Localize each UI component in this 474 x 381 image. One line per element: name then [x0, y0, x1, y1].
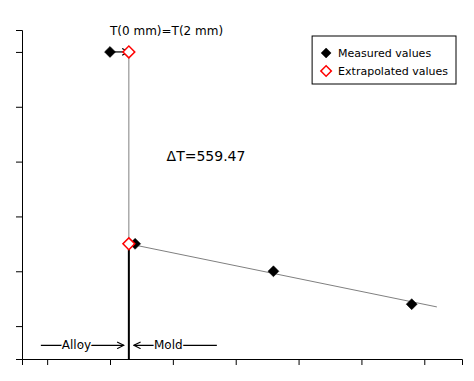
tick: [173, 359, 174, 365]
annotation: Alloy: [62, 338, 91, 352]
legend: Measured values Extrapolated values: [312, 36, 456, 84]
legend-item: Measured values: [321, 47, 431, 60]
point: [123, 46, 135, 58]
tick-mark: [16, 52, 22, 53]
axis-line: [23, 360, 463, 366]
annotation: ΔT=559.47: [167, 148, 246, 164]
chart: ΔT=559.47 T(0 mm)=T(2 mm) Alloy Mold Measure…: [0, 0, 474, 381]
tick-mark: [173, 359, 174, 365]
tick: [236, 359, 237, 365]
point: [123, 238, 135, 250]
tick-mark: [16, 326, 22, 327]
annotations: ΔT=559.47 T(0 mm)=T(2 mm) Alloy Mold: [62, 24, 246, 353]
y-axis: [16, 31, 23, 360]
plot: ΔT=559.47 T(0 mm)=T(2 mm) Alloy Mold Measure…: [16, 24, 463, 365]
annotation: T(0 mm)=T(2 mm): [109, 24, 223, 38]
tick: [16, 107, 22, 108]
point: [268, 266, 279, 277]
tick-mark: [16, 162, 22, 163]
marks: [41, 46, 437, 359]
legend-label: Extrapolated values: [338, 65, 448, 78]
tick-mark: [16, 271, 22, 272]
line: [129, 244, 437, 307]
tick-mark: [110, 359, 111, 365]
legend-label: Measured values: [338, 47, 431, 60]
tick: [16, 326, 22, 327]
x-axis: [23, 359, 463, 365]
tick: [47, 359, 48, 365]
tick: [110, 359, 111, 365]
tick-mark: [361, 359, 362, 365]
tick: [424, 359, 425, 365]
tick: [299, 359, 300, 365]
tick-mark: [424, 359, 425, 365]
tick: [16, 216, 22, 217]
legend-item: Extrapolated values: [321, 65, 448, 78]
tick: [361, 359, 362, 365]
tick-mark: [16, 107, 22, 108]
tick-mark: [47, 359, 48, 365]
line: [128, 52, 129, 244]
point: [406, 299, 417, 310]
line: [128, 244, 130, 359]
tick: [16, 271, 22, 272]
axis-line: [16, 31, 23, 360]
legend-box: [312, 36, 456, 84]
tick: [16, 162, 22, 163]
annotation: Mold: [154, 338, 183, 352]
tick-mark: [236, 359, 237, 365]
legend-symbol: [321, 66, 331, 76]
tick: [16, 52, 22, 53]
tick-mark: [299, 359, 300, 365]
point: [105, 46, 116, 57]
legend-symbol: [321, 48, 331, 58]
tick-mark: [16, 216, 22, 217]
